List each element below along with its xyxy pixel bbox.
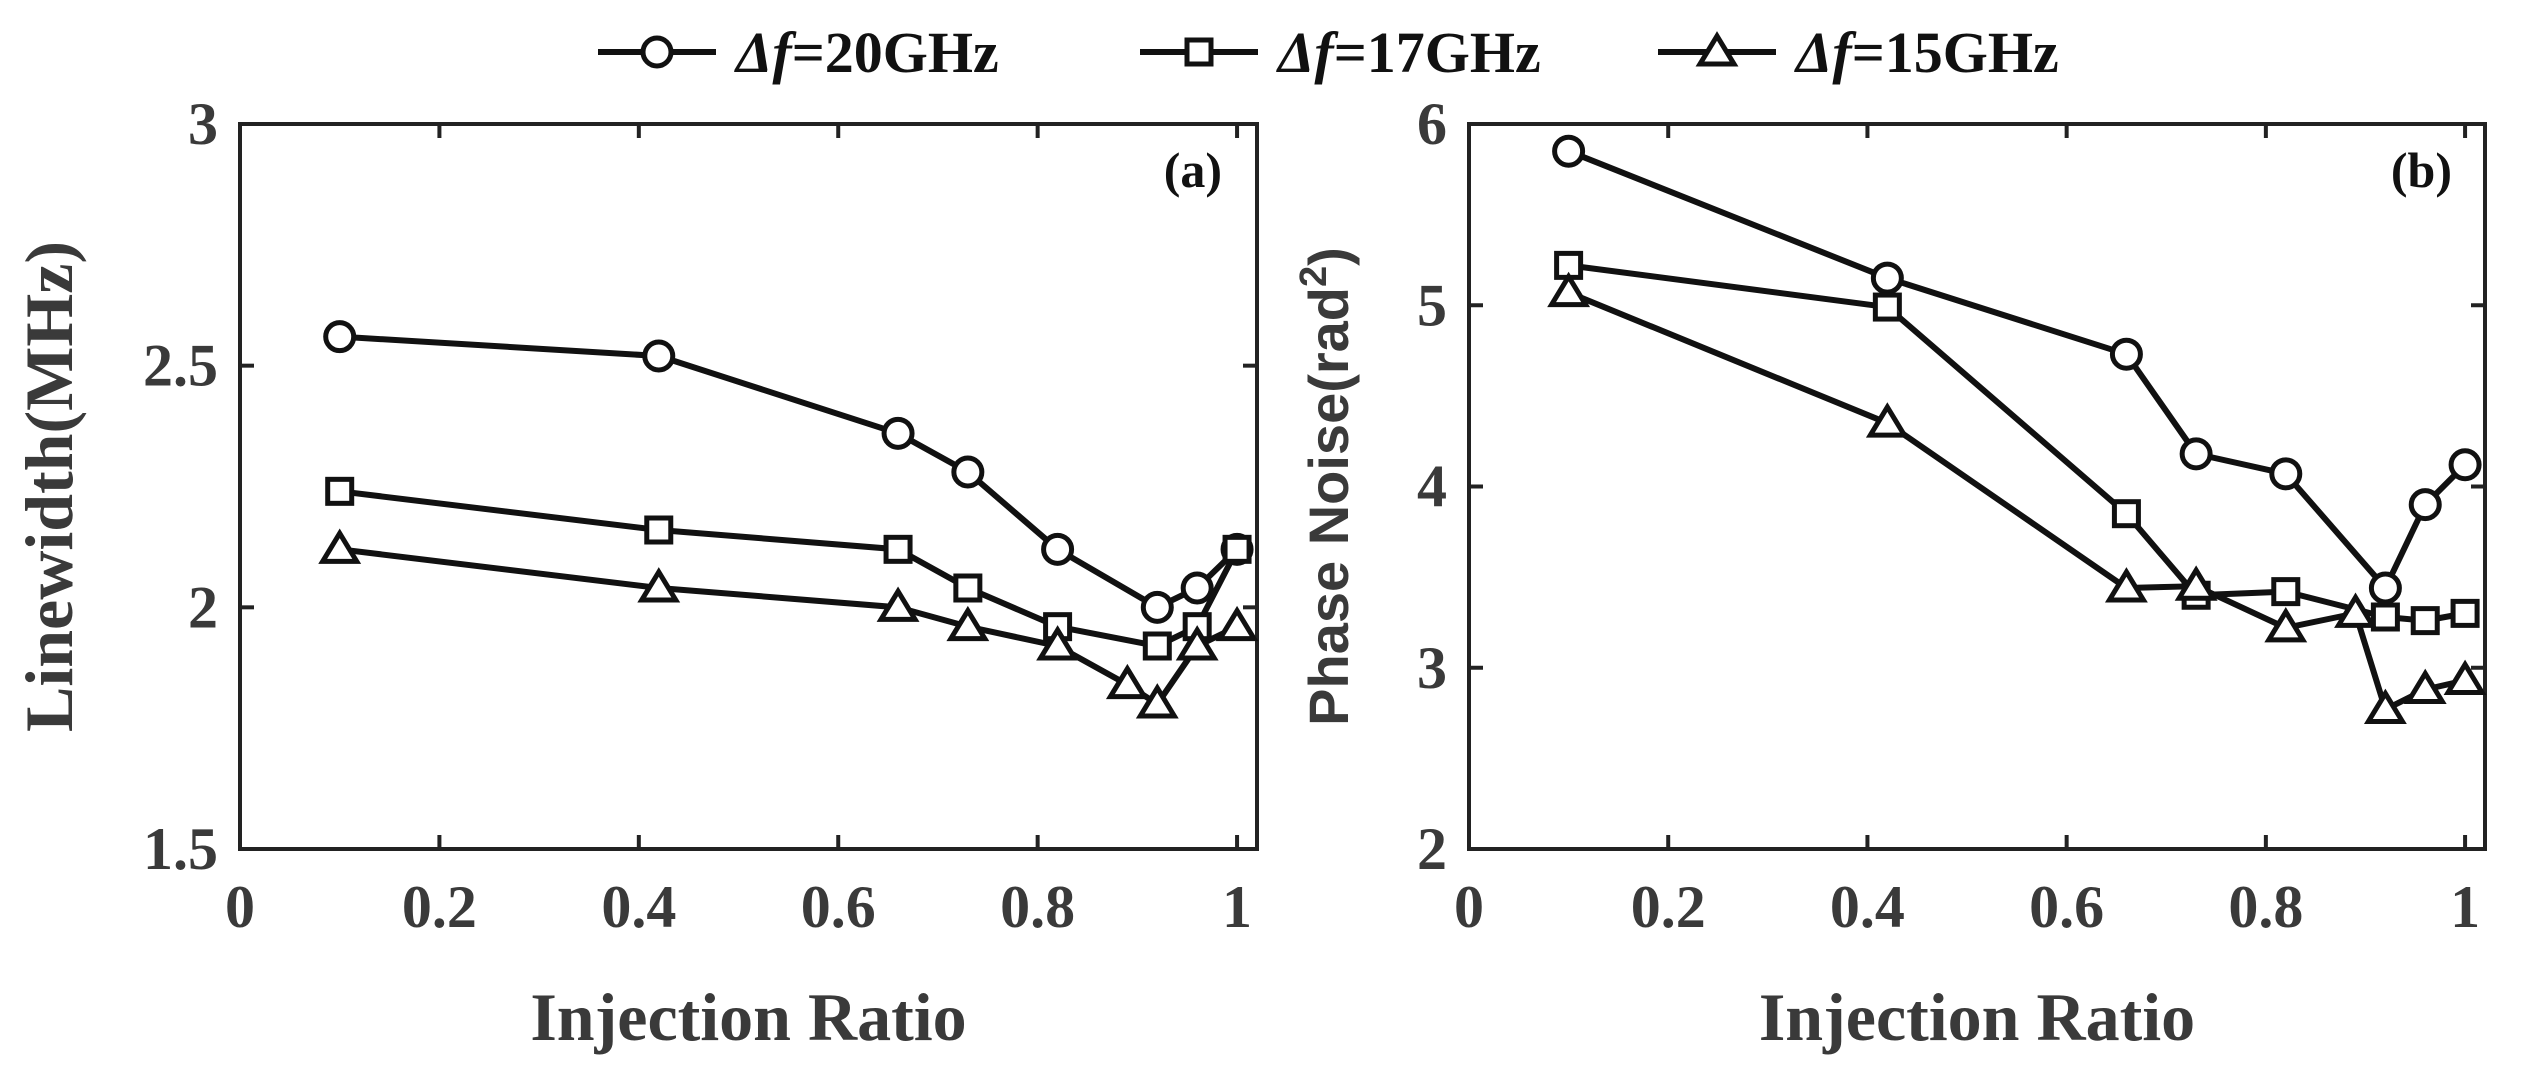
x-tick-label: 0.4 bbox=[601, 874, 676, 940]
data-point-triangle bbox=[318, 528, 362, 564]
data-point-triangle bbox=[1135, 683, 1179, 719]
y-axis-label: Phase Noise(rad2) bbox=[1293, 247, 1360, 726]
data-point-square bbox=[2111, 499, 2141, 529]
data-point-triangle bbox=[876, 586, 920, 622]
data-point-circle bbox=[2408, 488, 2442, 522]
data-point-circle bbox=[1041, 532, 1075, 566]
data-point-triangle bbox=[2334, 592, 2377, 628]
data-point-square bbox=[644, 515, 674, 545]
data-point-circle bbox=[2269, 457, 2303, 491]
data-point-triangle bbox=[2104, 567, 2148, 603]
data-point-square bbox=[2450, 598, 2480, 628]
data-point-circle bbox=[2109, 337, 2143, 371]
x-tick-label: 0.8 bbox=[1000, 874, 1075, 940]
data-point-square bbox=[1043, 612, 1073, 642]
y-tick-label: 2 bbox=[188, 574, 218, 640]
data-point-triangle bbox=[1865, 402, 1909, 438]
series-line-circle bbox=[1567, 148, 2468, 591]
x-tick-label: 1 bbox=[2450, 874, 2480, 940]
x-tick-label: 0.4 bbox=[1830, 874, 1905, 940]
data-point-square bbox=[883, 534, 913, 564]
data-point-square bbox=[1142, 631, 1172, 661]
series-line-triangle bbox=[1567, 289, 2466, 713]
data-point-triangle bbox=[2443, 659, 2487, 695]
y-tick-label: 3 bbox=[1417, 635, 1447, 701]
data-point-circle bbox=[2448, 448, 2482, 482]
data-point-circle bbox=[642, 339, 676, 373]
y-tick-label: 6 bbox=[1417, 91, 1447, 157]
x-tick-label: 0 bbox=[1454, 874, 1484, 940]
data-point-triangle bbox=[2264, 607, 2308, 643]
data-point-triangle bbox=[2174, 565, 2218, 601]
data-point-square bbox=[953, 573, 983, 603]
y-tick-label: 5 bbox=[1417, 272, 1447, 338]
y-tick-label: 2 bbox=[1417, 816, 1447, 882]
data-point-triangle bbox=[637, 567, 681, 603]
legend-marker-triangle bbox=[1695, 31, 1739, 67]
y-tick-label: 4 bbox=[1417, 454, 1447, 520]
legend: Δf=20GHz Δf=17GHz Δf=15GHz bbox=[598, 20, 2059, 85]
x-tick-label: 0.6 bbox=[801, 874, 876, 940]
y-tick-label: 3 bbox=[188, 91, 218, 157]
x-tick-label: 0.2 bbox=[1631, 874, 1706, 940]
x-tick-label: 0.6 bbox=[2029, 874, 2104, 940]
plot-frame bbox=[238, 122, 1259, 851]
data-point-triangle bbox=[1547, 271, 1591, 308]
x-tick-label: 0.2 bbox=[402, 874, 477, 940]
data-point-triangle bbox=[2403, 668, 2447, 704]
x-tick-label: 0 bbox=[225, 874, 255, 940]
data-point-square bbox=[2410, 606, 2440, 636]
chart-linewidth: 0 0.2 0.4 0.6 0.8 1 1.5 2 2.5 3 Injection Ratio Lin… bbox=[11, 91, 1259, 1055]
data-point-triangle bbox=[1215, 605, 1259, 642]
data-point-triangle bbox=[946, 605, 990, 642]
data-point-square bbox=[1872, 292, 1902, 322]
panel-label: (b) bbox=[2391, 142, 2452, 198]
data-point-circle bbox=[323, 320, 357, 354]
y-tick-label: 1.5 bbox=[143, 816, 218, 882]
legend-label: Δf=15GHz bbox=[1794, 20, 2059, 85]
data-point-triangle bbox=[1036, 625, 1080, 661]
y-tick-label: 2.5 bbox=[143, 333, 218, 399]
data-point-circle bbox=[1552, 134, 1586, 168]
data-point-circle bbox=[2179, 437, 2213, 471]
x-axis-label: Injection Ratio bbox=[530, 979, 966, 1055]
data-point-square bbox=[325, 476, 355, 506]
panel-label: (a) bbox=[1164, 142, 1222, 198]
data-point-square bbox=[2370, 602, 2400, 632]
x-tick-label: 0.8 bbox=[2228, 874, 2303, 940]
y-axis-label: Linewidth(MHz) bbox=[11, 241, 87, 732]
data-point-circle bbox=[1870, 261, 1904, 295]
chart-phase-noise: 0 0.2 0.4 0.6 0.8 1 2 3 4 5 6 Injection Ratio Phase … bbox=[1293, 91, 2487, 1055]
legend-label: Δf=20GHz bbox=[734, 20, 999, 85]
data-point-circle bbox=[2368, 571, 2402, 605]
legend-marker-square bbox=[1184, 37, 1214, 67]
legend-marker-circle bbox=[640, 35, 674, 69]
data-point-circle bbox=[1180, 571, 1214, 605]
data-point-circle bbox=[951, 455, 985, 489]
data-point-triangle bbox=[2363, 688, 2407, 724]
data-point-circle bbox=[1140, 590, 1174, 624]
data-point-square bbox=[2271, 577, 2301, 607]
x-axis-label: Injection Ratio bbox=[1759, 979, 2195, 1055]
data-point-triangle bbox=[1175, 625, 1219, 661]
x-tick-label: 1 bbox=[1222, 874, 1252, 940]
data-point-square bbox=[1222, 534, 1252, 564]
data-point-circle bbox=[881, 416, 915, 450]
data-point-triangle bbox=[1105, 663, 1149, 700]
legend-label: Δf=17GHz bbox=[1276, 20, 1541, 85]
